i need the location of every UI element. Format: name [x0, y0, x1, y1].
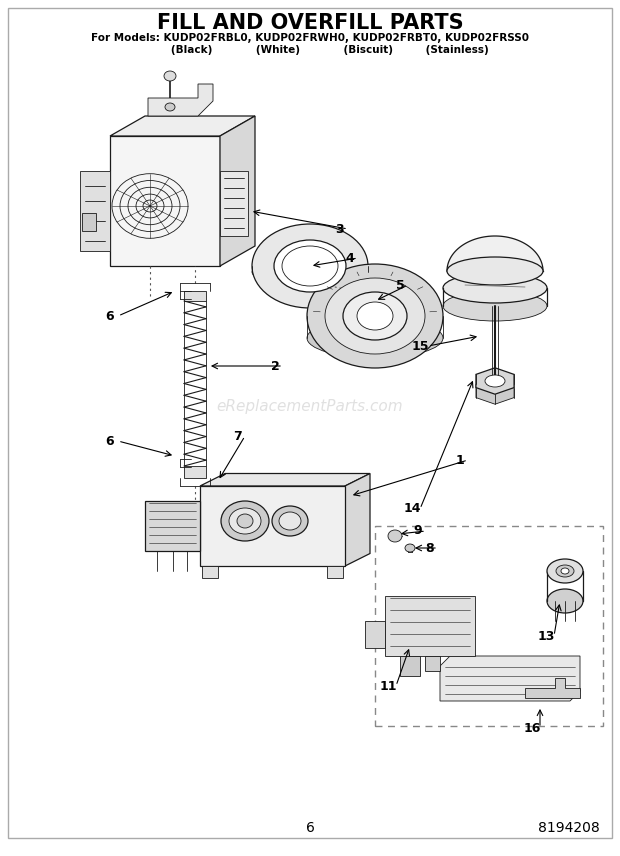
Text: 1: 1	[456, 454, 464, 467]
Bar	[375, 526, 603, 726]
Text: 4: 4	[345, 252, 355, 265]
Text: (Black)            (White)            (Biscuit)         (Stainless): (Black) (White) (Biscuit) (Stainless)	[131, 45, 489, 55]
Ellipse shape	[274, 240, 346, 292]
Bar	[202, 566, 218, 578]
Bar	[327, 566, 343, 578]
Ellipse shape	[405, 544, 415, 552]
Ellipse shape	[252, 224, 368, 308]
Text: 6: 6	[105, 310, 114, 323]
Ellipse shape	[279, 512, 301, 530]
Bar	[400, 656, 420, 676]
Ellipse shape	[556, 565, 574, 577]
Polygon shape	[447, 236, 543, 271]
Polygon shape	[110, 116, 255, 136]
Polygon shape	[200, 486, 345, 566]
Text: 2: 2	[270, 360, 280, 372]
Ellipse shape	[325, 278, 425, 354]
Bar	[220, 171, 248, 236]
Polygon shape	[345, 473, 370, 566]
Text: 11: 11	[379, 680, 397, 693]
Text: FILL AND OVERFILL PARTS: FILL AND OVERFILL PARTS	[157, 13, 463, 33]
Ellipse shape	[447, 257, 543, 285]
Text: eReplacementParts.com: eReplacementParts.com	[216, 399, 404, 413]
Text: 7: 7	[232, 430, 241, 443]
Polygon shape	[525, 678, 580, 698]
Polygon shape	[200, 473, 370, 486]
Ellipse shape	[388, 530, 402, 542]
Text: 8194208: 8194208	[538, 821, 600, 835]
Ellipse shape	[165, 103, 175, 111]
Bar	[145, 501, 200, 551]
Ellipse shape	[237, 514, 253, 528]
Ellipse shape	[272, 506, 308, 536]
Polygon shape	[385, 596, 475, 656]
Text: 6: 6	[105, 435, 114, 448]
Ellipse shape	[561, 568, 569, 574]
Polygon shape	[110, 136, 220, 266]
Bar	[82, 213, 96, 231]
Bar	[184, 466, 206, 478]
Ellipse shape	[307, 318, 443, 358]
Ellipse shape	[443, 291, 547, 321]
Ellipse shape	[357, 302, 393, 330]
Bar	[184, 291, 206, 301]
Ellipse shape	[443, 273, 547, 303]
Ellipse shape	[547, 559, 583, 583]
Text: 8: 8	[426, 542, 435, 555]
Text: 14: 14	[403, 502, 421, 515]
Ellipse shape	[343, 292, 407, 340]
Text: 3: 3	[335, 223, 344, 235]
Ellipse shape	[221, 501, 269, 541]
Ellipse shape	[252, 258, 368, 286]
Ellipse shape	[485, 375, 505, 387]
Text: 13: 13	[538, 629, 555, 643]
Polygon shape	[476, 377, 514, 404]
Text: 5: 5	[396, 278, 404, 292]
Text: 16: 16	[523, 722, 541, 734]
Polygon shape	[220, 116, 255, 266]
Polygon shape	[440, 656, 580, 701]
Ellipse shape	[229, 508, 261, 534]
Text: 9: 9	[414, 525, 422, 538]
Polygon shape	[80, 171, 110, 251]
Polygon shape	[148, 84, 213, 116]
Text: 6: 6	[306, 821, 314, 835]
Ellipse shape	[547, 589, 583, 613]
Ellipse shape	[307, 264, 443, 368]
Polygon shape	[476, 368, 514, 395]
Ellipse shape	[164, 71, 176, 81]
Polygon shape	[365, 621, 385, 648]
Text: For Models: KUDP02FRBL0, KUDP02FRWH0, KUDP02FRBT0, KUDP02FRSS0: For Models: KUDP02FRBL0, KUDP02FRWH0, KU…	[91, 33, 529, 43]
Bar	[425, 656, 440, 671]
Text: 15: 15	[411, 340, 429, 353]
